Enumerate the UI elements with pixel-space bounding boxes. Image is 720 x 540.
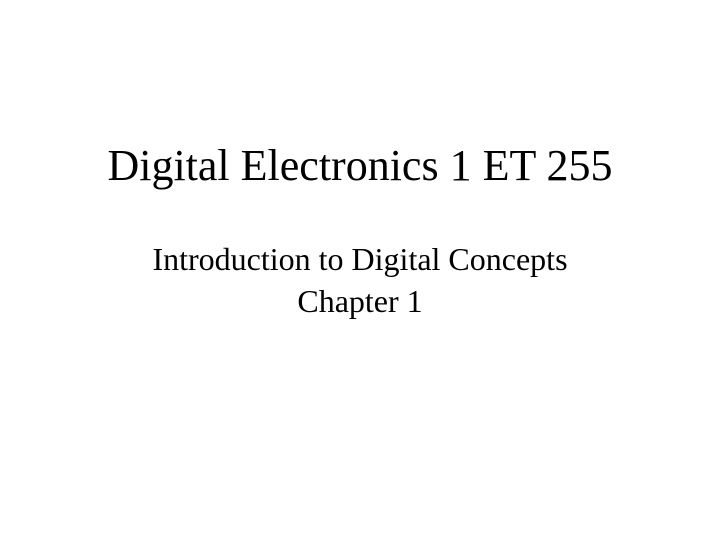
slide-container: Digital Electronics 1 ET 255 Introductio… — [0, 0, 720, 540]
subtitle-line-1: Introduction to Digital Concepts — [152, 239, 567, 281]
subtitle-block: Introduction to Digital Concepts Chapter… — [152, 239, 567, 322]
slide-title: Digital Electronics 1 ET 255 — [107, 140, 612, 191]
subtitle-line-2: Chapter 1 — [152, 281, 567, 323]
